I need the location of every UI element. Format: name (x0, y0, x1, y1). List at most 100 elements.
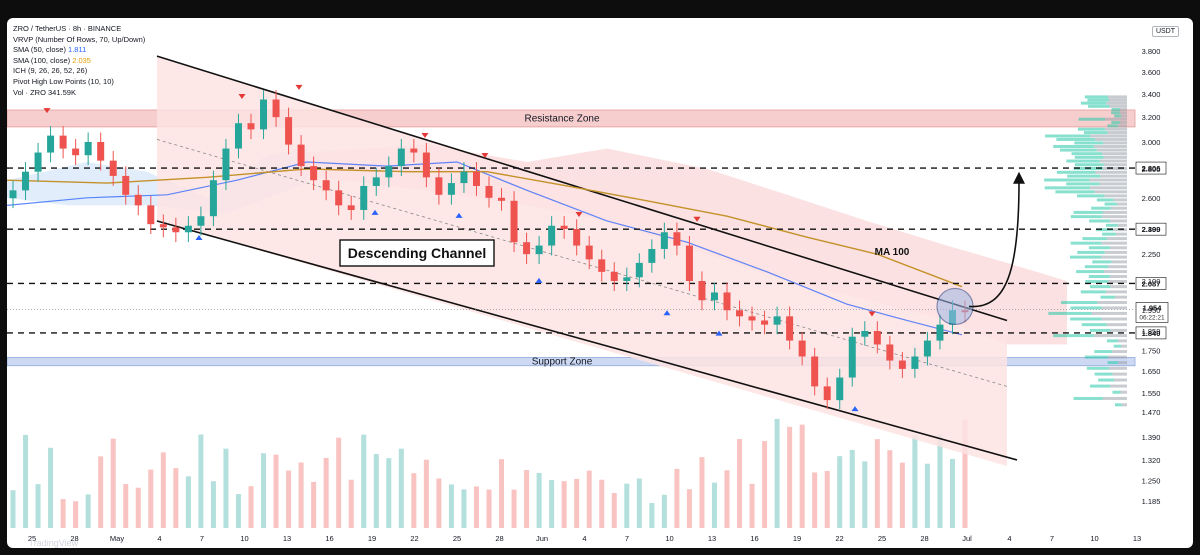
candle[interactable] (285, 117, 293, 145)
candle[interactable] (573, 229, 581, 246)
candle[interactable] (723, 292, 731, 311)
candle[interactable] (635, 262, 643, 278)
volume-profile-up (1053, 334, 1094, 338)
candle[interactable] (209, 180, 217, 217)
candle[interactable] (623, 277, 631, 281)
legend-pivots[interactable]: Pivot High Low Points (10, 10) (13, 76, 114, 86)
candle[interactable] (585, 245, 593, 260)
chart-panel[interactable]: Resistance Zone Support Zone 2.806 2.399 2.… (7, 18, 1193, 548)
volume-profile-down (1100, 174, 1127, 178)
candle[interactable] (422, 152, 430, 178)
volume-bar (924, 463, 930, 528)
channel-lower-line[interactable] (156, 220, 1018, 461)
candle[interactable] (535, 245, 543, 255)
candle[interactable] (685, 245, 693, 281)
candle[interactable] (410, 148, 418, 153)
candle[interactable] (134, 194, 142, 206)
candle[interactable] (548, 225, 556, 246)
breakout-highlight[interactable] (936, 287, 974, 326)
candle[interactable] (761, 320, 769, 325)
candle[interactable] (272, 99, 280, 118)
candle[interactable] (911, 356, 919, 369)
y-tick-label: 3.600 (1142, 68, 1161, 77)
candle[interactable] (109, 160, 117, 176)
legend-sma50[interactable]: SMA (50, close) 1.811 (13, 45, 87, 55)
candle[interactable] (184, 225, 192, 233)
candle[interactable] (360, 185, 368, 210)
candle[interactable] (260, 99, 268, 130)
candle[interactable] (898, 360, 906, 369)
candle[interactable] (848, 336, 856, 378)
candle[interactable] (397, 148, 405, 167)
volume-profile-up (1073, 210, 1103, 214)
candle[interactable] (798, 340, 806, 357)
candle[interactable] (234, 123, 242, 149)
candle[interactable] (59, 135, 67, 149)
candle[interactable] (485, 185, 493, 198)
currency-badge[interactable]: USDT (1151, 26, 1179, 37)
legend-ichimoku[interactable]: ICH (9, 26, 26, 52, 26) (13, 66, 88, 76)
candle[interactable] (34, 152, 42, 172)
legend-volume[interactable]: Vol · ZRO 341.59K (13, 87, 76, 97)
candle[interactable] (736, 310, 744, 317)
volume-profile-down (1094, 190, 1127, 194)
candle[interactable] (297, 144, 305, 167)
candle[interactable] (247, 123, 255, 130)
candle[interactable] (447, 183, 455, 195)
candle[interactable] (598, 259, 606, 272)
legend-sma100[interactable]: SMA (100, close) 2.035 (13, 55, 91, 65)
candle[interactable] (347, 205, 355, 210)
candle[interactable] (836, 377, 844, 401)
candle[interactable] (310, 166, 318, 181)
candle[interactable] (9, 190, 17, 199)
candle[interactable] (72, 148, 80, 156)
candle[interactable] (773, 316, 781, 325)
candle[interactable] (936, 324, 944, 341)
candle[interactable] (222, 148, 230, 181)
candle[interactable] (385, 166, 393, 178)
pivot-high-marker (693, 216, 701, 222)
candle[interactable] (372, 177, 380, 186)
candle[interactable] (610, 271, 618, 281)
candle[interactable] (22, 171, 30, 191)
legend-vrvp[interactable]: VRVP (Number Of Rows, 70, Up/Down) (13, 34, 146, 44)
candle[interactable] (660, 232, 668, 249)
candle[interactable] (472, 171, 480, 186)
candle[interactable] (648, 248, 656, 263)
candle[interactable] (435, 177, 443, 195)
candle[interactable] (786, 316, 794, 341)
x-tick-label: 4 (1007, 534, 1011, 543)
candle[interactable] (673, 232, 681, 246)
candle[interactable] (322, 180, 330, 191)
candle[interactable] (698, 281, 706, 301)
volume-profile-down (1089, 178, 1127, 182)
volume-profile-down (1095, 170, 1127, 174)
candle[interactable] (97, 142, 105, 161)
candle[interactable] (923, 340, 931, 357)
candle[interactable] (47, 135, 55, 153)
candle[interactable] (510, 200, 518, 243)
candle[interactable] (861, 331, 869, 337)
candle[interactable] (335, 190, 343, 206)
candle[interactable] (147, 205, 155, 225)
candle[interactable] (748, 316, 756, 321)
candle[interactable] (560, 225, 568, 229)
tradingview-logo[interactable]: ⁊7 TradingView (14, 537, 78, 548)
candle[interactable] (159, 224, 167, 228)
candle[interactable] (122, 175, 130, 195)
candle[interactable] (886, 344, 894, 361)
candle[interactable] (811, 356, 819, 387)
candle[interactable] (873, 331, 881, 345)
chart-title[interactable]: ZRO / TetherUS · 8h · BINANCE (13, 24, 122, 33)
candle[interactable] (823, 386, 831, 401)
candle[interactable] (498, 197, 506, 201)
candle[interactable] (172, 227, 180, 233)
candle[interactable] (84, 142, 92, 156)
candle[interactable] (460, 171, 468, 184)
candle[interactable] (197, 216, 205, 226)
candle[interactable] (710, 292, 718, 301)
volume-bar (398, 448, 404, 528)
candle[interactable] (523, 242, 531, 255)
price-level-tag (1135, 161, 1167, 175)
